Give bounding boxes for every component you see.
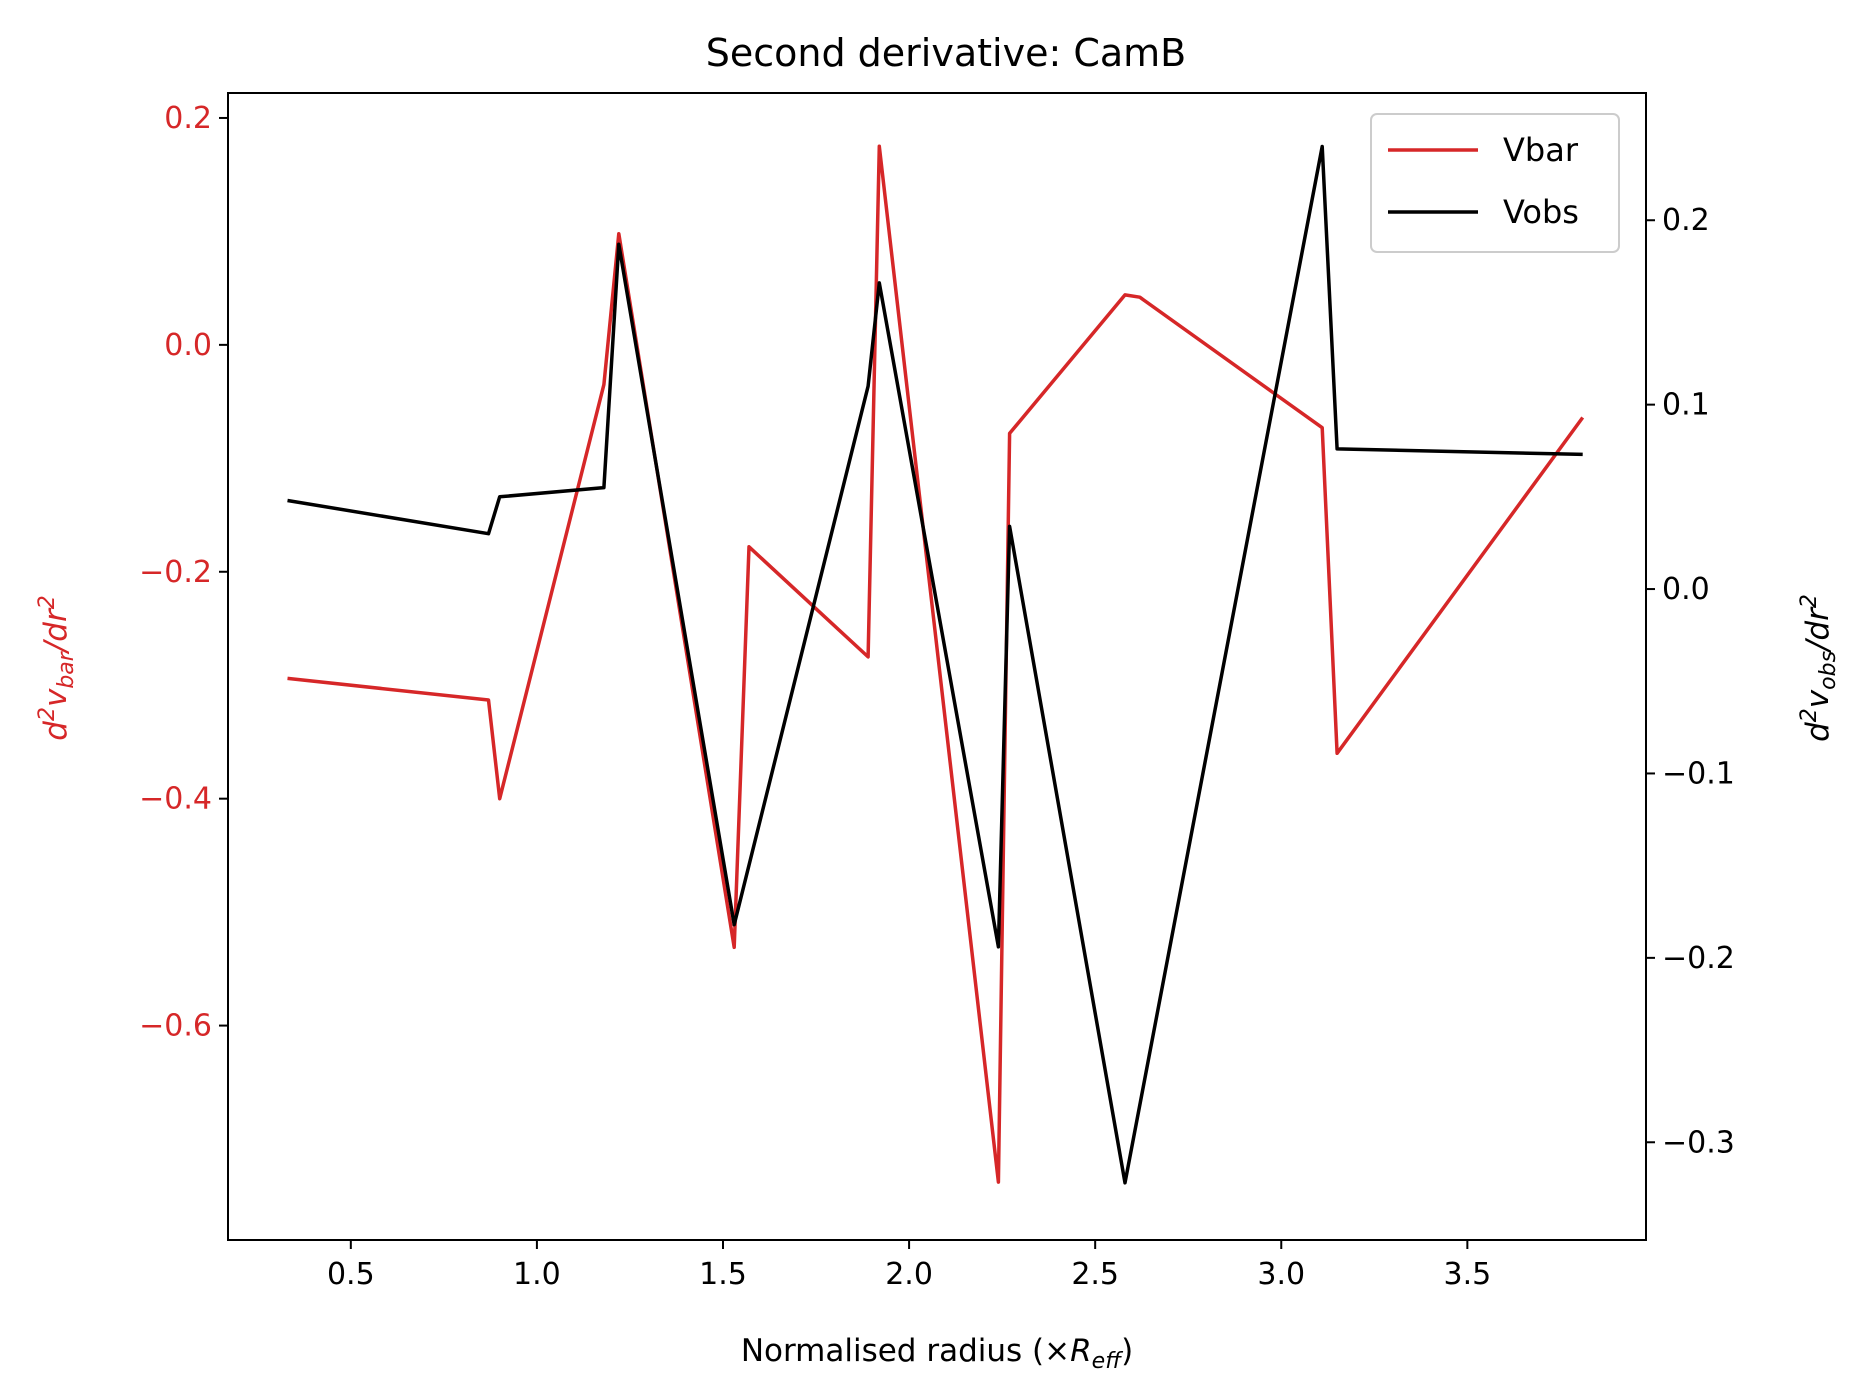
y-right-title-mid: /dr [1800, 606, 1836, 654]
y-right-title-sup1: 2 [1797, 708, 1822, 722]
x-tick-label: 2.5 [1071, 1257, 1119, 1292]
y-left-title-mid: /dr [38, 607, 74, 655]
y-right-title-sub: obs [1816, 651, 1841, 690]
y-right-tick-label: 0.0 [1662, 572, 1710, 607]
series-line-vobs [287, 144, 1583, 1185]
series-line-vbar [287, 144, 1585, 1184]
x-tick-label: 0.5 [327, 1257, 375, 1292]
x-axis-title: Normalised radius (×Reff) [741, 1333, 1133, 1374]
y-left-tick-label: −0.6 [139, 1009, 212, 1044]
x-tick-label: 1.5 [699, 1257, 747, 1292]
x-axis: 0.5 1.0 1.5 2.0 2.5 3.0 3.5 [327, 1240, 1491, 1292]
legend-label-vobs: Vobs [1503, 193, 1579, 231]
y-right-tick-label: −0.1 [1662, 756, 1735, 791]
chart-title: Second derivative: CamB [706, 31, 1187, 75]
legend-box [1370, 113, 1620, 253]
x-tick-label: 1.0 [513, 1257, 561, 1292]
y-right-title-sup2: 2 [1797, 594, 1822, 608]
x-axis-title-text: Normalised radius (× [741, 1333, 1070, 1369]
y-right-tick-label: −0.3 [1662, 1125, 1735, 1160]
y-left-tick-label: −0.2 [139, 555, 212, 590]
y-left-tick-label: 0.2 [164, 101, 212, 136]
y-right-tick-label: 0.2 [1662, 203, 1710, 238]
y-left-tick-label: −0.4 [139, 782, 212, 817]
y-right-tick-label: −0.2 [1662, 941, 1735, 976]
y-axis-right-title: d2vobs/dr2 [1797, 594, 1841, 742]
x-tick-label: 3.0 [1257, 1257, 1305, 1292]
y-left-title-sub: bar [54, 650, 79, 688]
legend: Vbar Vobs [1370, 113, 1620, 253]
plot-frame [227, 92, 1647, 1241]
y-axis-left: 0.2 0.0 −0.2 −0.4 −0.6 [139, 101, 228, 1044]
x-tick-label: 3.5 [1443, 1257, 1491, 1292]
y-left-tick-label: 0.0 [164, 328, 212, 363]
y-left-title-v: v [38, 688, 74, 707]
y-left-title-sup2: 2 [35, 595, 60, 609]
y-right-title-v: v [1800, 689, 1836, 708]
y-left-title-sup1: 2 [35, 707, 60, 721]
x-tick-label: 2.0 [885, 1257, 933, 1292]
y-right-title-d: d [1800, 722, 1836, 742]
x-axis-title-symbol: R [1070, 1333, 1092, 1369]
y-axis-right: 0.2 0.1 0.0 −0.1 −0.2 −0.3 [1646, 203, 1735, 1160]
series-layer [287, 144, 1585, 1185]
y-left-title-d: d [38, 721, 74, 741]
legend-label-vbar: Vbar [1503, 131, 1579, 169]
x-axis-title-subscript: eff [1092, 1349, 1124, 1374]
x-axis-title-suffix: ) [1121, 1333, 1133, 1369]
y-axis-left-title: d2vbar/dr2 [35, 595, 79, 740]
y-right-tick-label: 0.1 [1662, 388, 1710, 423]
